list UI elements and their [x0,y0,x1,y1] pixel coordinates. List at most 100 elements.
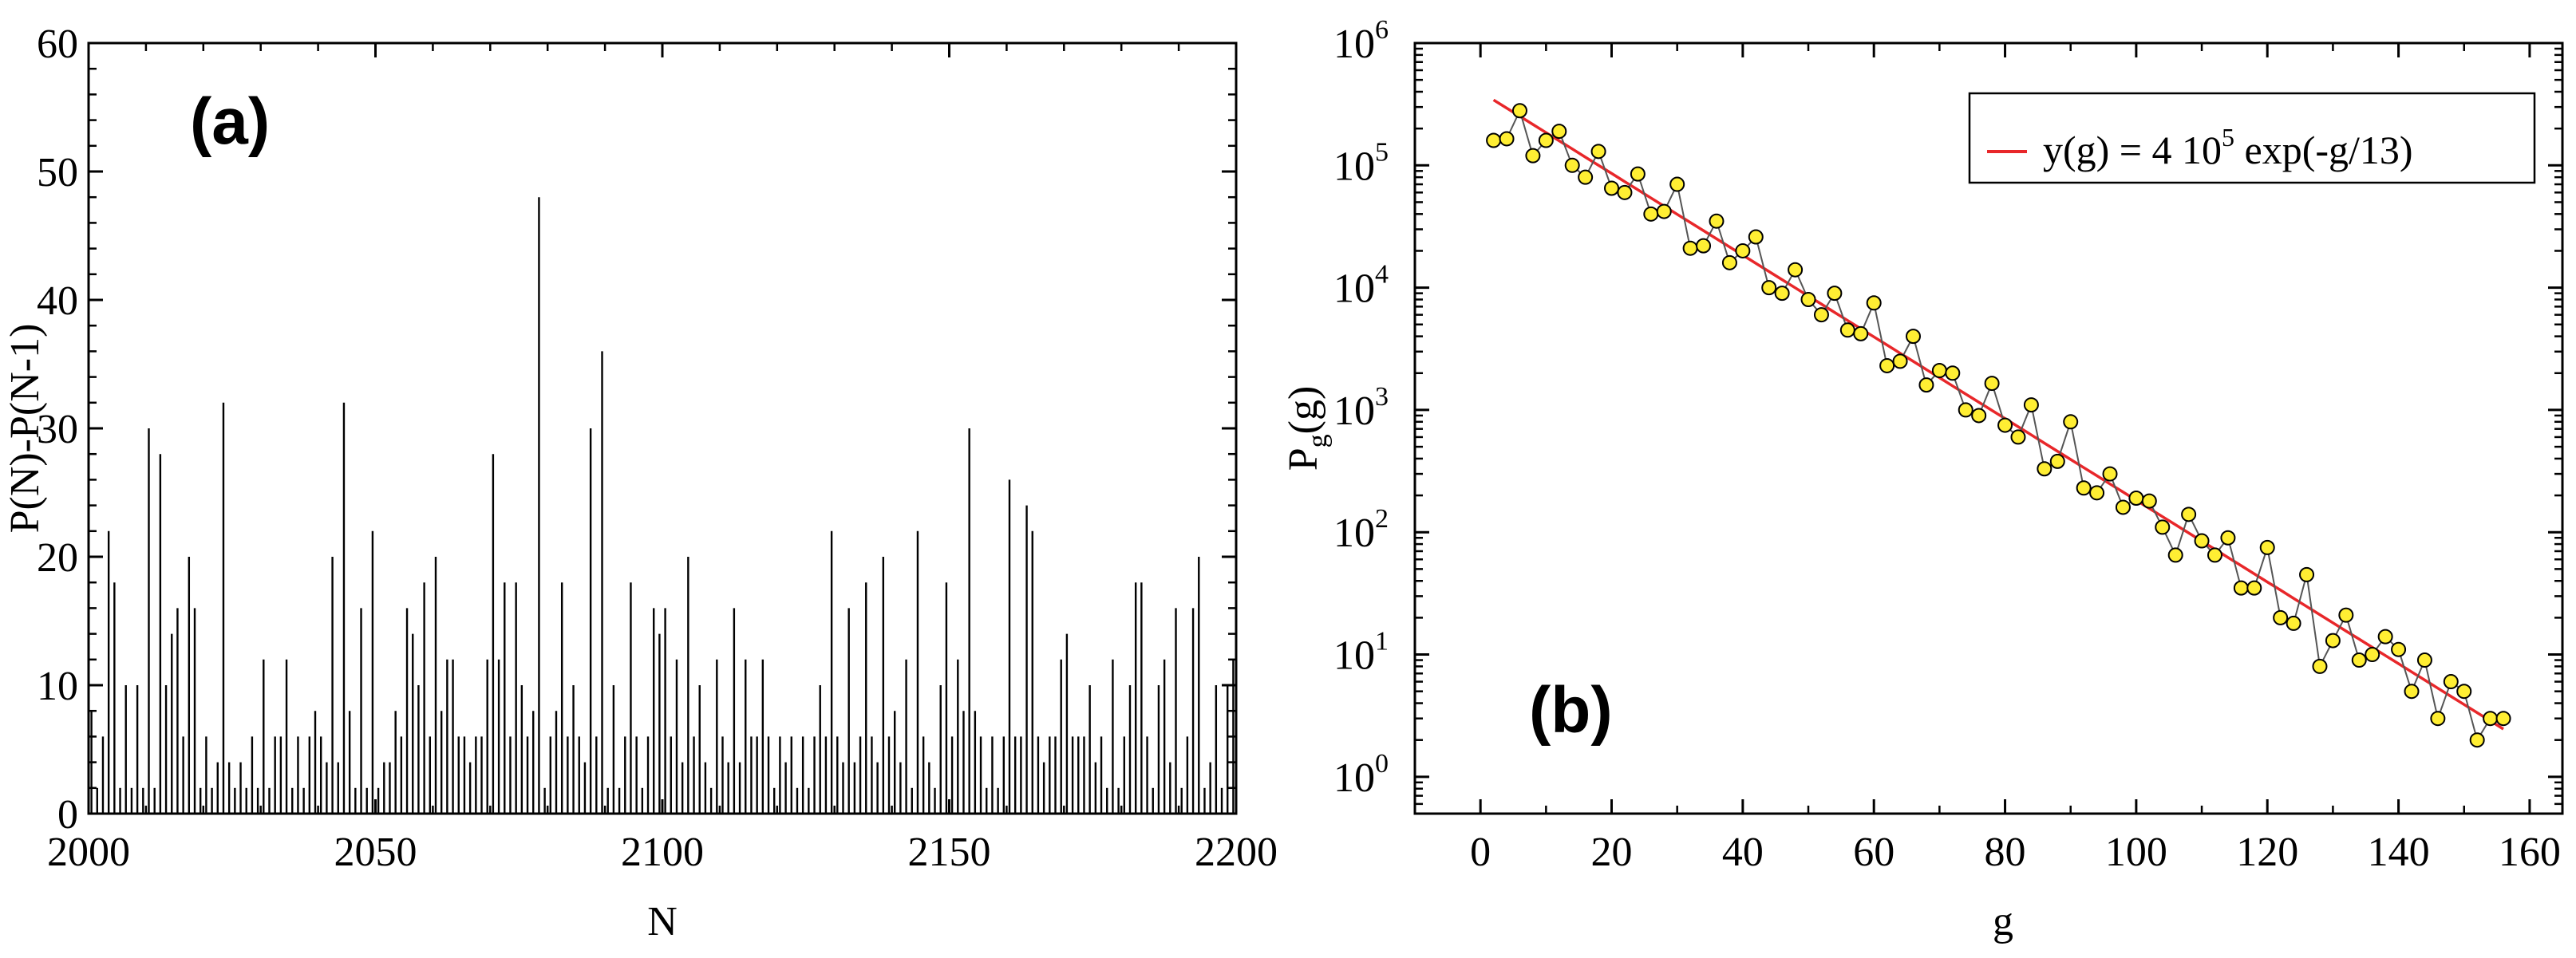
panel-b-ylabel: Pg(g) [1281,386,1333,471]
panel-a-ticks: 2000 2050 2100 2150 2200 0 10 20 30 40 50 60 [37,22,1278,875]
point-g-12 [1551,124,1567,140]
point-g-50 [1800,291,1816,307]
b-y-tick-label-2: 102 [1333,504,1389,556]
y-tick-label-20: 20 [37,535,78,581]
point-g-148 [2443,674,2459,690]
point-g-8 [1525,148,1541,164]
panel-b: 0 20 40 60 80 100 120 140 160 100 101 102 103 104 105 1… [1281,15,2564,944]
point-g-144 [2416,652,2432,668]
point-g-136 [2365,647,2380,663]
point-g-54 [1827,286,1843,302]
point-g-114 [2220,530,2236,546]
point-g-152 [2469,732,2485,748]
point-g-70 [1931,363,1947,379]
x-tick-label-2150: 2150 [908,830,991,875]
point-g-72 [1945,365,1961,381]
point-g-74 [1958,402,1973,418]
point-g-30 [1669,176,1685,192]
point-g-42 [1748,229,1764,245]
point-g-84 [2023,397,2039,413]
ylabel-subscript: g [1303,434,1333,447]
point-g-38 [1721,254,1737,270]
x-tick-label-2000: 2000 [47,830,130,875]
panel-b-label: (b) [1529,674,1613,747]
panel-b-ylabel-text: Pg(g) [1281,386,1333,471]
ylabel-main: P [1281,447,1326,471]
b-x-tick-label-60: 60 [1853,830,1894,875]
point-g-48 [1788,262,1804,278]
point-g-34 [1696,238,1712,254]
panel-a-xlabel: N [647,899,678,944]
point-g-90 [2063,414,2079,430]
b-y-tick-label-4: 104 [1333,260,1389,312]
y-tick-label-60: 60 [37,22,78,67]
point-g-22 [1617,184,1633,200]
point-g-146 [2430,711,2446,727]
point-g-134 [2351,652,2367,668]
point-g-120 [2259,539,2275,555]
point-g-20 [1604,180,1620,196]
point-g-78 [1984,376,2000,392]
b-y-tick-label-6: 106 [1333,15,1389,67]
b-x-tick-label-140: 140 [2368,830,2430,875]
point-g-40 [1735,242,1751,258]
point-g-102 [2141,493,2157,509]
point-g-80 [1997,417,2013,433]
point-g-2 [1486,132,1502,148]
point-g-44 [1761,280,1777,296]
point-g-130 [2325,633,2341,649]
b-x-tick-label-80: 80 [1985,830,2026,875]
panel-a-bars [90,197,1235,814]
panel-a-frame [87,41,1238,815]
point-g-36 [1709,213,1725,229]
legend-text-pre: y(g) = 4 10 [2043,128,2222,172]
b-x-tick-label-120: 120 [2236,830,2298,875]
point-g-128 [2312,658,2328,674]
b-y-tick-label-3: 103 [1333,382,1389,434]
y-tick-label-0: 0 [57,792,78,838]
panel-a-label: (a) [190,85,270,158]
point-g-138 [2377,629,2393,645]
point-g-24 [1630,166,1646,182]
point-g-66 [1906,329,1922,345]
point-g-76 [1971,408,1987,424]
b-y-tick-label-0: 100 [1333,749,1389,801]
b-x-tick-label-0: 0 [1470,830,1491,875]
point-g-86 [2037,461,2053,477]
y-tick-label-10: 10 [37,664,78,709]
point-g-6 [1511,103,1527,119]
point-g-56 [1839,322,1855,338]
point-g-96 [2102,466,2118,482]
point-g-26 [1643,206,1659,222]
point-g-52 [1813,307,1829,323]
point-g-16 [1578,169,1594,185]
panel-a-ylabel: P(N)-P(N-1) [2,324,48,534]
point-g-156 [2495,711,2511,727]
point-g-100 [2128,490,2144,506]
point-g-58 [1853,325,1869,341]
point-g-60 [1866,295,1882,311]
legend-text: y(g) = 4 105 exp(-g/13) [2043,123,2413,172]
point-g-28 [1656,203,1672,219]
point-g-122 [2273,609,2289,625]
point-g-140 [2391,641,2407,657]
x-tick-label-2100: 2100 [621,830,704,875]
point-g-112 [2207,547,2222,563]
point-g-104 [2155,519,2171,535]
point-g-98 [2115,499,2131,515]
point-g-46 [1774,286,1790,302]
point-g-64 [1892,353,1908,369]
panel-b-xlabel: g [1993,899,2013,944]
point-g-110 [2194,533,2210,549]
b-x-tick-label-40: 40 [1722,830,1764,875]
panel-b-legend: y(g) = 4 105 exp(-g/13) [1968,92,2536,184]
legend-text-post: exp(-g/13) [2234,128,2413,172]
point-g-116 [2233,580,2249,596]
b-y-tick-label-1: 101 [1333,627,1389,679]
point-g-118 [2246,580,2262,596]
x-tick-label-2050: 2050 [334,830,417,875]
point-g-150 [2456,684,2472,700]
point-g-92 [2076,480,2092,496]
